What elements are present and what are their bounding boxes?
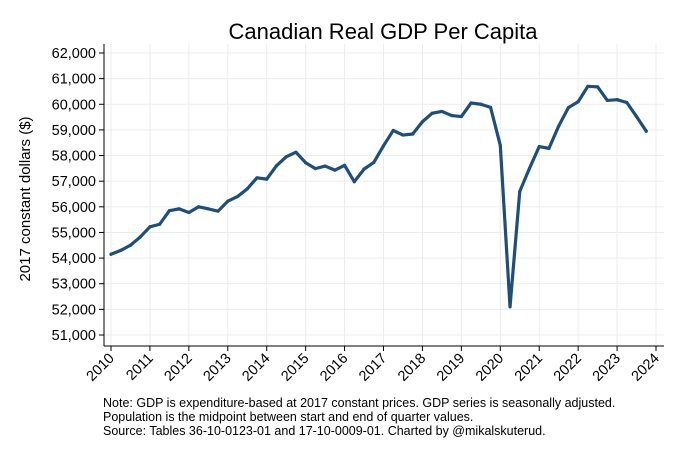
y-tick-label: 59,000 [52, 123, 96, 139]
data-point [304, 161, 308, 165]
chart-note: Note: GDP is expenditure-based at 2017 c… [103, 396, 615, 438]
data-point [420, 120, 425, 124]
x-tick-label: 2013 [200, 351, 234, 385]
x-tick-label: 2021 [512, 351, 546, 385]
data-point [557, 124, 561, 128]
y-tick-label: 51,000 [52, 328, 96, 344]
data-point [547, 146, 551, 150]
data-point [342, 163, 347, 167]
y-tick-label: 57,000 [52, 174, 96, 190]
data-point [167, 209, 171, 213]
data-point [576, 100, 580, 104]
note-line: Note: GDP is expenditure-based at 2017 c… [103, 396, 616, 410]
data-point [313, 167, 317, 171]
x-tick-label: 2010 [84, 351, 118, 385]
data-point [625, 100, 629, 105]
data-point [245, 187, 249, 191]
data-point [372, 160, 376, 165]
data-point [362, 167, 366, 171]
data-point [479, 102, 483, 106]
data-point [498, 143, 502, 147]
data-point [148, 225, 152, 229]
data-point [235, 194, 240, 199]
data-point [381, 144, 386, 148]
y-tick-label: 56,000 [52, 200, 96, 216]
data-point [527, 166, 532, 170]
data-point [323, 164, 327, 168]
data-point [333, 168, 337, 172]
y-tick-label: 60,000 [52, 97, 96, 113]
y-tick-label: 61,000 [52, 72, 96, 88]
data-point [119, 248, 123, 252]
x-tick-label: 2016 [317, 351, 351, 385]
x-tick-label: 2011 [123, 351, 156, 384]
data-point [158, 222, 162, 226]
axes: 51,000 52,000 53,000 54,000 55,000 56,000 57,0… [52, 44, 664, 385]
x-tick-label: 2017 [356, 351, 390, 385]
data-point [216, 209, 220, 213]
data-point [644, 129, 648, 133]
data-point [488, 105, 493, 109]
data-point [615, 98, 619, 102]
x-tick-label: 2014 [239, 351, 273, 385]
data-point [284, 155, 288, 159]
data-point [391, 128, 395, 133]
data-point [450, 113, 454, 118]
series-layer [109, 84, 648, 309]
data-point [177, 207, 181, 211]
data-point [440, 109, 444, 114]
x-tick-label: 2018 [395, 351, 429, 385]
data-point [109, 252, 113, 256]
y-tick-label: 55,000 [52, 225, 96, 241]
x-tick-label: 2015 [278, 351, 312, 385]
data-point [518, 189, 522, 194]
data-point [206, 207, 210, 211]
data-point [634, 114, 639, 119]
y-tick-label: 53,000 [52, 277, 96, 293]
data-point [274, 164, 279, 168]
gdp-series-line [109, 84, 648, 309]
data-point [411, 132, 415, 136]
data-point [605, 98, 609, 103]
data-point [196, 205, 201, 209]
data-point [294, 150, 298, 154]
x-tick-label: 2020 [473, 351, 507, 385]
x-tick-label: 2022 [551, 351, 585, 385]
x-tick-label: 2023 [590, 351, 624, 385]
data-point [138, 235, 142, 239]
chart-title: Canadian Real GDP Per Capita [229, 19, 539, 44]
x-tick-label: 2012 [162, 351, 196, 385]
data-point [430, 111, 434, 115]
data-point [352, 180, 356, 184]
y-axis-label: 2017 constant dollars ($) [17, 116, 34, 281]
note-line: Source: Tables 36-10-0123-01 and 17-10-0… [103, 424, 546, 438]
data-points [109, 84, 648, 309]
y-tick-label: 58,000 [52, 149, 96, 165]
y-tick-label: 54,000 [52, 251, 96, 267]
y-tick-label: 62,000 [52, 46, 96, 62]
data-point [265, 177, 269, 181]
data-point [596, 85, 600, 89]
data-point [128, 243, 133, 247]
data-point [401, 133, 405, 137]
data-point [255, 176, 259, 180]
note-line: Population is the midpoint between start… [103, 410, 474, 424]
data-point [508, 305, 512, 309]
data-point [226, 199, 230, 203]
data-point [566, 106, 571, 110]
data-point [586, 84, 590, 88]
data-point [537, 144, 541, 149]
data-point [187, 210, 191, 215]
data-point [459, 114, 463, 119]
x-tick-label: 2024 [629, 351, 663, 385]
x-tick-label: 2019 [434, 351, 468, 385]
y-tick-label: 52,000 [52, 302, 96, 318]
gridlines [104, 44, 664, 346]
data-point [469, 101, 473, 105]
